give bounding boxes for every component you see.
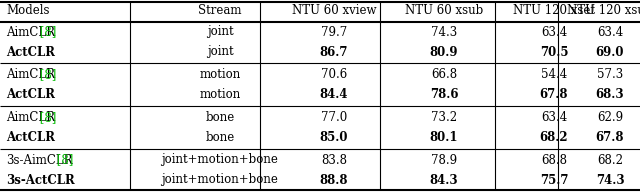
Text: joint: joint <box>207 26 234 39</box>
Text: 62.9: 62.9 <box>597 111 623 124</box>
Text: 63.4: 63.4 <box>597 26 623 39</box>
Text: [8]: [8] <box>36 111 56 124</box>
Text: [8]: [8] <box>36 68 56 81</box>
Text: 83.8: 83.8 <box>321 153 347 166</box>
Text: 79.7: 79.7 <box>321 26 347 39</box>
Text: 68.8: 68.8 <box>541 153 567 166</box>
Text: Models: Models <box>6 4 49 17</box>
Text: 74.3: 74.3 <box>596 174 624 186</box>
Text: 69.0: 69.0 <box>596 46 624 59</box>
Text: 84.4: 84.4 <box>320 88 348 101</box>
Text: 68.3: 68.3 <box>596 88 624 101</box>
Text: 54.4: 54.4 <box>541 68 567 81</box>
Text: joint+motion+bone: joint+motion+bone <box>161 174 278 186</box>
Text: bone: bone <box>205 131 235 144</box>
Text: joint+motion+bone: joint+motion+bone <box>161 153 278 166</box>
Text: motion: motion <box>200 68 241 81</box>
Text: ActCLR: ActCLR <box>6 88 55 101</box>
Text: 88.8: 88.8 <box>320 174 348 186</box>
Text: 70.6: 70.6 <box>321 68 347 81</box>
Text: 3s-AimCLR: 3s-AimCLR <box>6 153 72 166</box>
Text: Stream: Stream <box>198 4 242 17</box>
Text: 80.1: 80.1 <box>429 131 458 144</box>
Text: 63.4: 63.4 <box>541 111 567 124</box>
Text: 78.9: 78.9 <box>431 153 457 166</box>
Text: 73.2: 73.2 <box>431 111 457 124</box>
Text: 68.2: 68.2 <box>597 153 623 166</box>
Text: 67.8: 67.8 <box>596 131 624 144</box>
Text: 85.0: 85.0 <box>320 131 348 144</box>
Text: 78.6: 78.6 <box>429 88 458 101</box>
Text: 86.7: 86.7 <box>320 46 348 59</box>
Text: AimCLR: AimCLR <box>6 111 55 124</box>
Text: NTU 120 xsub: NTU 120 xsub <box>567 4 640 17</box>
Text: 80.9: 80.9 <box>429 46 458 59</box>
Text: AimCLR: AimCLR <box>6 68 55 81</box>
Text: bone: bone <box>205 111 235 124</box>
Text: ActCLR: ActCLR <box>6 131 55 144</box>
Text: 68.2: 68.2 <box>540 131 568 144</box>
Text: NTU 60 xsub: NTU 60 xsub <box>405 4 483 17</box>
Text: 84.3: 84.3 <box>429 174 458 186</box>
Text: ActCLR: ActCLR <box>6 46 55 59</box>
Text: NTU 120 xset: NTU 120 xset <box>513 4 595 17</box>
Text: AimCLR: AimCLR <box>6 26 55 39</box>
Text: 66.8: 66.8 <box>431 68 457 81</box>
Text: 70.5: 70.5 <box>540 46 568 59</box>
Text: NTU 60 xview: NTU 60 xview <box>292 4 376 17</box>
Text: 63.4: 63.4 <box>541 26 567 39</box>
Text: [8]: [8] <box>36 26 56 39</box>
Text: joint: joint <box>207 46 234 59</box>
Text: 77.0: 77.0 <box>321 111 347 124</box>
Text: 3s-ActCLR: 3s-ActCLR <box>6 174 75 186</box>
Text: 57.3: 57.3 <box>597 68 623 81</box>
Text: [8]: [8] <box>53 153 73 166</box>
Text: 75.7: 75.7 <box>540 174 568 186</box>
Text: motion: motion <box>200 88 241 101</box>
Text: 67.8: 67.8 <box>540 88 568 101</box>
Text: 74.3: 74.3 <box>431 26 457 39</box>
